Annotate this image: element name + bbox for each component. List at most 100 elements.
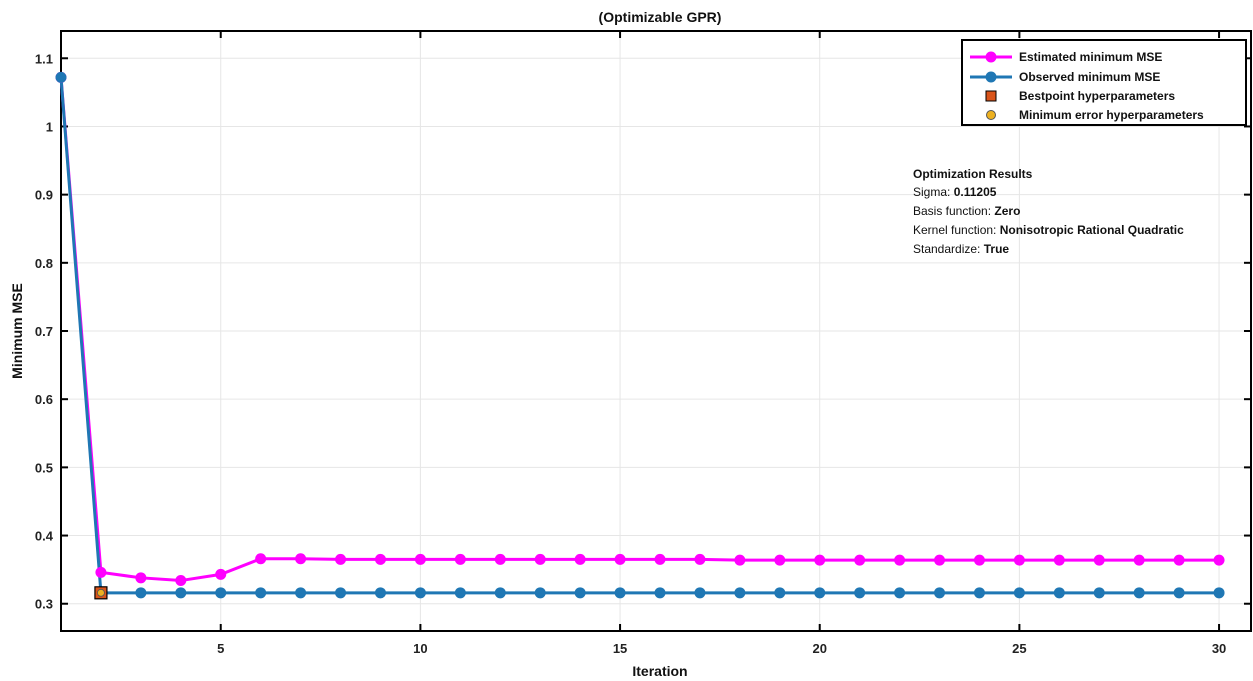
- legend-item-estimated: Estimated minimum MSE: [970, 50, 1162, 64]
- data-point-estimated: [694, 553, 706, 565]
- data-point-observed: [694, 587, 706, 599]
- minimum-error-marker: [97, 588, 105, 597]
- data-point-observed: [175, 587, 187, 599]
- sigma-label: Sigma:: [913, 185, 950, 199]
- results-sigma: Sigma: 0.11205: [913, 185, 997, 199]
- legend-item-observed: Observed minimum MSE: [970, 70, 1160, 84]
- legend-label-observed: Observed minimum MSE: [1019, 70, 1160, 84]
- x-tick-label: 20: [812, 641, 826, 656]
- data-point-estimated: [1213, 554, 1225, 566]
- legend-item-bestpoint: Bestpoint hyperparameters: [985, 89, 1175, 103]
- data-point-estimated: [973, 554, 985, 566]
- grid: [61, 31, 1251, 631]
- data-point-estimated: [255, 553, 267, 565]
- standardize-value: True: [984, 242, 1010, 256]
- data-point-observed: [55, 71, 67, 83]
- data-point-observed: [414, 587, 426, 599]
- data-point-observed: [374, 587, 386, 599]
- data-point-estimated: [335, 553, 347, 565]
- legend-label-bestpoint: Bestpoint hyperparameters: [1019, 89, 1175, 103]
- legend-marker-observed: [985, 71, 997, 83]
- y-axis-label: Minimum MSE: [9, 283, 25, 379]
- data-point-observed: [1093, 587, 1105, 599]
- data-point-observed: [654, 587, 666, 599]
- data-point-observed: [255, 587, 267, 599]
- data-point-estimated: [454, 553, 466, 565]
- data-point-observed: [215, 587, 227, 599]
- legend-marker-estimated: [985, 51, 997, 63]
- data-point-observed: [774, 587, 786, 599]
- legend-marker-minimum-error: [986, 110, 996, 120]
- data-point-estimated: [814, 554, 826, 566]
- data-point-estimated: [494, 553, 506, 565]
- data-point-estimated: [1093, 554, 1105, 566]
- legend-item-minimum-error: Minimum error hyperparameters: [986, 108, 1204, 122]
- data-point-estimated: [295, 553, 307, 565]
- data-point-estimated: [734, 554, 746, 566]
- data-point-observed: [1213, 587, 1225, 599]
- y-tick-label: 0.6: [35, 392, 53, 407]
- data-point-estimated: [574, 553, 586, 565]
- data-point-observed: [973, 587, 985, 599]
- data-point-estimated: [175, 575, 187, 587]
- x-tick-label: 30: [1212, 641, 1226, 656]
- y-tick-label: 0.8: [35, 256, 53, 271]
- axis-ticks: 5 10 15 20 25 30 0.3 0.4 0.5 0.6 0.7 0.8 0.9 1 1.1: [35, 31, 1251, 656]
- data-point-observed: [1013, 587, 1025, 599]
- y-tick-label: 1.1: [35, 51, 53, 66]
- data-point-estimated: [215, 568, 227, 580]
- x-tick-label: 10: [413, 641, 427, 656]
- x-tick-label: 5: [217, 641, 224, 656]
- kernel-value: Nonisotropic Rational Quadratic: [1000, 223, 1184, 237]
- results-kernel: Kernel function: Nonisotropic Rational Q…: [913, 223, 1184, 237]
- standardize-label: Standardize:: [913, 242, 980, 256]
- x-tick-label: 15: [613, 641, 627, 656]
- data-point-observed: [854, 587, 866, 599]
- legend: Estimated minimum MSE Observed minimum M…: [961, 39, 1247, 126]
- data-point-observed: [814, 587, 826, 599]
- chart-title: (Optimizable GPR): [599, 9, 722, 25]
- y-tick-label: 0.9: [35, 188, 53, 203]
- y-tick-label: 0.4: [35, 529, 54, 544]
- series-line-estimated: [59, 77, 1220, 583]
- data-point-observed: [894, 587, 906, 599]
- data-point-estimated: [374, 553, 386, 565]
- data-point-estimated: [1053, 554, 1065, 566]
- data-point-observed: [734, 587, 746, 599]
- data-point-observed: [494, 587, 506, 599]
- results-basis: Basis function: Zero: [913, 204, 1020, 218]
- legend-box: [961, 39, 1247, 126]
- data-point-observed: [574, 587, 586, 599]
- data-point-estimated: [934, 554, 946, 566]
- legend-label-minimum-error: Minimum error hyperparameters: [1019, 108, 1204, 122]
- data-point-estimated: [854, 554, 866, 566]
- data-point-observed: [1173, 587, 1185, 599]
- data-point-observed: [135, 587, 147, 599]
- data-point-estimated: [774, 554, 786, 566]
- data-point-estimated: [654, 553, 666, 565]
- series-layer: [55, 71, 1225, 600]
- data-point-estimated: [414, 553, 426, 565]
- results-heading: Optimization Results: [913, 167, 1033, 181]
- data-point-observed: [335, 587, 347, 599]
- data-point-observed: [1133, 587, 1145, 599]
- data-point-observed: [1053, 587, 1065, 599]
- results-standardize: Standardize: True: [913, 242, 1009, 256]
- y-tick-label: 0.3: [35, 597, 53, 612]
- data-point-estimated: [534, 553, 546, 565]
- data-point-estimated: [1173, 554, 1185, 566]
- basis-label: Basis function:: [913, 204, 991, 218]
- series-line-observed: [59, 77, 1220, 595]
- optimization-results: Optimization Results Sigma: 0.11205 Basi…: [913, 167, 1184, 256]
- data-point-observed: [295, 587, 307, 599]
- kernel-label: Kernel function:: [913, 223, 996, 237]
- data-point-estimated: [95, 566, 107, 578]
- data-point-estimated: [1013, 554, 1025, 566]
- data-point-observed: [454, 587, 466, 599]
- data-point-estimated: [614, 553, 626, 565]
- x-axis-label: Iteration: [632, 663, 687, 679]
- x-tick-label: 25: [1012, 641, 1026, 656]
- data-point-estimated: [1133, 554, 1145, 566]
- y-tick-label: 0.7: [35, 324, 53, 339]
